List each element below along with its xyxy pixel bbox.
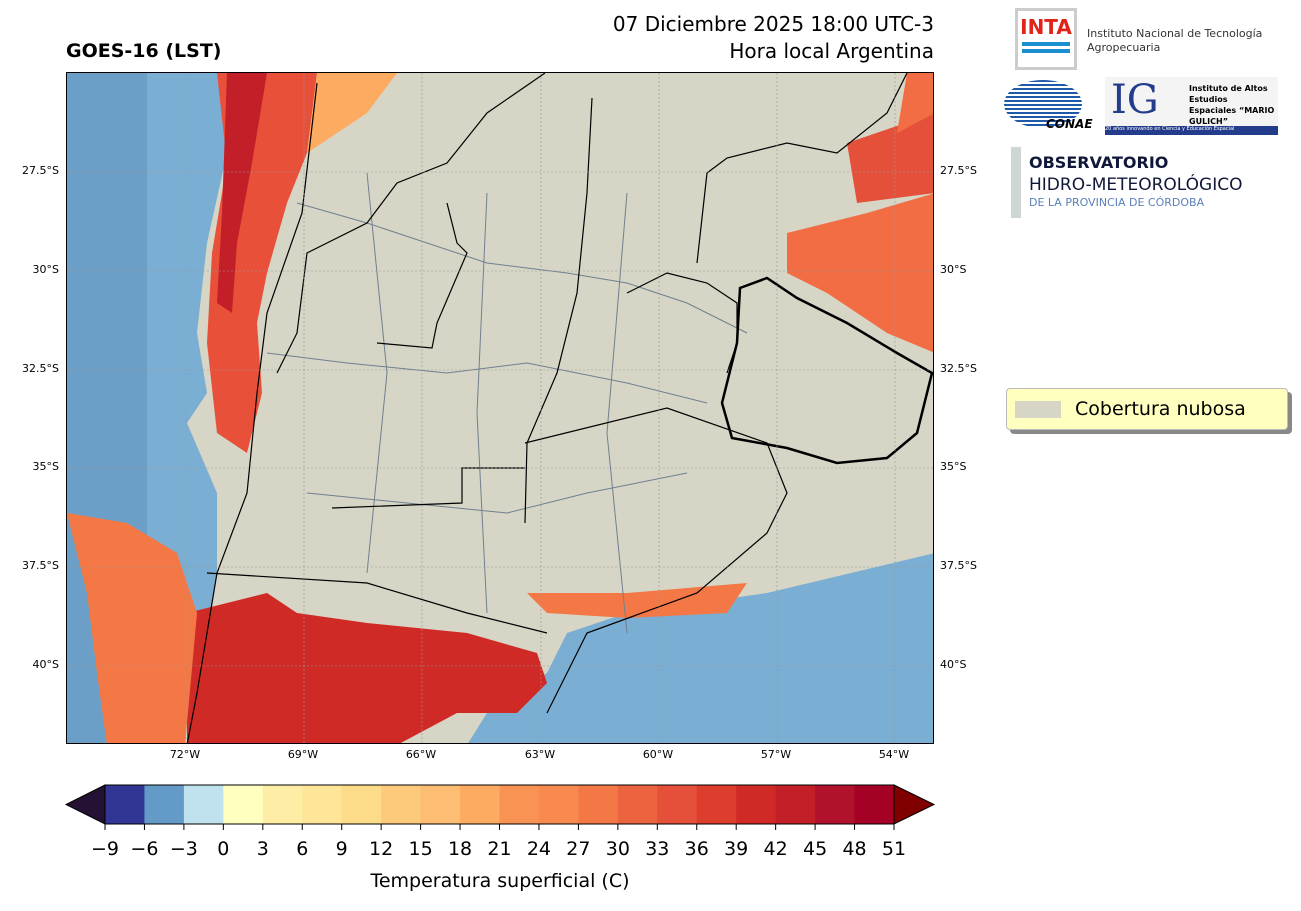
colorbar-tick-label: 36 [684, 838, 709, 860]
colorbar-tick-label: 27 [566, 838, 591, 860]
colorbar-tick-label: 3 [256, 838, 269, 860]
colorbar-tick-label: −3 [169, 838, 198, 860]
lat-tick-label: 37.5°S [22, 559, 59, 572]
lat-tick-label: 35°S [940, 460, 967, 473]
lon-tick-label: 60°W [642, 748, 674, 761]
lat-tick-label: 27.5°S [22, 164, 59, 177]
colorbar-segment [815, 785, 856, 824]
lon-tick-label: 54°W [878, 748, 910, 761]
colorbar-tick-label: 18 [447, 838, 473, 860]
observatorio-line3: DE LA PROVINCIA DE CÓRDOBA [1029, 196, 1205, 209]
lat-tick-label: 32.5°S [22, 362, 59, 375]
temperature-map [66, 72, 934, 744]
lon-tick-label: 72°W [169, 748, 201, 761]
conae-logo [1004, 80, 1082, 128]
lat-tick-label: 30°S [32, 263, 59, 276]
cloud-cover-swatch [1015, 400, 1061, 418]
colorbar-segment [538, 785, 579, 824]
colorbar-segment [341, 785, 382, 824]
legend-label: Cobertura nubosa [1075, 398, 1246, 420]
colorbar-segment [499, 785, 540, 824]
lat-tick-label: 32.5°S [940, 362, 977, 375]
colorbar-segment [696, 785, 737, 824]
colorbar-tick-label: 48 [842, 838, 867, 860]
ig-logo: IG Instituto de Altos Estudios Espaciale… [1105, 77, 1278, 135]
colorbar-segment [736, 785, 777, 824]
colorbar-tick-label: 33 [645, 838, 670, 860]
observatorio-line2: HIDRO-METEOROLÓGICO [1029, 175, 1243, 195]
map-title: GOES-16 (LST) [66, 40, 222, 62]
lon-tick-label: 69°W [287, 748, 319, 761]
conae-text: CONAE [1046, 117, 1093, 131]
colorbar-tick-label: −9 [90, 838, 119, 860]
colorbar-segment [854, 785, 895, 824]
colorbar-segment [223, 785, 264, 824]
colorbar-segment [460, 785, 500, 824]
lat-tick-label: 40°S [940, 658, 967, 671]
subtitle: Hora local Argentina [729, 39, 934, 63]
lat-tick-label: 30°S [940, 263, 967, 276]
colorbar-segment [144, 785, 185, 824]
colorbar-tick-label: 39 [724, 838, 749, 860]
colorbar-segment [578, 785, 619, 824]
colorbar-segment [381, 785, 422, 824]
colorbar-segment [657, 785, 698, 824]
colorbar-under-extension [64, 784, 106, 825]
colorbar-tick-label: 0 [217, 838, 230, 860]
observatorio-line1: OBSERVATORIO [1029, 153, 1169, 172]
colorbar-tick-label: 51 [881, 838, 907, 860]
colorbar-tick-label: 15 [408, 838, 433, 860]
sea-surface-east [468, 553, 933, 743]
colorbar-segment [617, 785, 658, 824]
colorbar-segment [105, 785, 145, 824]
colorbar-tick-label: 9 [335, 838, 348, 860]
colorbar-tick-label: 24 [526, 838, 552, 860]
colorbar-tick-label: 6 [296, 838, 309, 860]
map-canvas [67, 73, 933, 743]
colorbar-label: Temperatura superficial (C) [370, 870, 630, 892]
colorbar-segment [302, 785, 343, 824]
colorbar-over-extension [893, 784, 936, 825]
colorbar-segment [183, 785, 224, 824]
colorbar-tick-label: 42 [763, 838, 788, 860]
hot-area-patagonia [187, 593, 547, 743]
observatorio-bar [1011, 147, 1021, 218]
colorbar-tick-label: 12 [369, 838, 394, 860]
uruguay-border [720, 276, 933, 465]
colorbar-tick-label: −6 [130, 838, 159, 860]
colorbar-segment [420, 785, 461, 824]
lon-tick-label: 66°W [405, 748, 437, 761]
inta-logo: INTA [1015, 8, 1077, 70]
colorbar-segment [262, 785, 303, 824]
colorbar-tick-label: 45 [803, 838, 828, 860]
inta-name: Instituto Nacional de Tecnología Agropec… [1087, 27, 1263, 54]
colorbar-segment [775, 785, 816, 824]
colorbar [64, 784, 936, 830]
colorbar-tick-label: 30 [605, 838, 630, 860]
lon-tick-label: 63°W [524, 748, 556, 761]
datetime: 07 Diciembre 2025 18:00 UTC-3 [612, 12, 934, 36]
legend-cloud-cover: Cobertura nubosa [1006, 388, 1288, 430]
lat-tick-label: 35°S [32, 460, 59, 473]
lat-tick-label: 40°S [32, 658, 59, 671]
lat-tick-label: 37.5°S [940, 559, 977, 572]
lon-tick-label: 57°W [760, 748, 792, 761]
colorbar-tick-label: 21 [487, 838, 512, 860]
lat-tick-label: 27.5°S [940, 164, 977, 177]
